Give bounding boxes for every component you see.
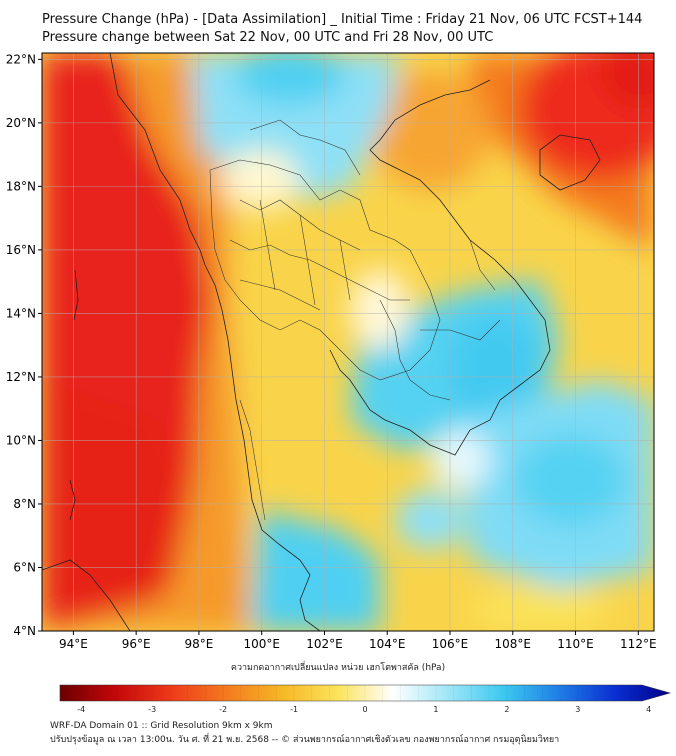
lon-label: 102°E [306,637,343,651]
map-frame [41,52,655,632]
colorbar-tick-label: -1 [290,705,298,714]
coastlines [42,53,601,631]
colorbar-tick-label: 2 [504,705,509,714]
lon-label: 100°E [243,637,280,651]
lat-label: 8°N [13,497,36,511]
province-borders [209,119,501,521]
map-subtitle: Pressure change between Sat 22 Nov, 00 U… [42,30,494,45]
colorbar-label: ความกดอากาศเปลี่ยนแปลง หน่วย เฮกโตพาสคัล… [230,663,446,673]
lat-label: 12°N [6,370,36,384]
colorbar-tick-label: 0 [362,705,367,714]
lon-label: 96°E [122,637,151,651]
lon-label: 94°E [59,637,88,651]
lat-label: 10°N [6,433,36,447]
longitude-axis: 94°E 96°E 98°E 100°E 102°E 104°E 106°E 108°E 110… [59,631,657,651]
colorbar-tick-label: 1 [433,705,438,714]
gulf-of-thailand-fall [250,510,380,631]
map-title: Pressure Change (hPa) - [Data Assimilati… [42,12,643,27]
lon-label: 108°E [495,637,532,651]
colorbar-tick-label: -2 [219,705,227,714]
colorbar-tick-label: 4 [646,705,651,714]
lat-label: 20°N [6,116,36,130]
lat-label: 16°N [6,243,36,257]
lon-label: 110°E [557,637,594,651]
lat-label: 6°N [13,560,36,574]
colorbar: -4 -3 -2 -1 0 1 2 3 4 [59,684,672,714]
lat-label: 22°N [6,52,36,66]
lon-label: 98°E [184,637,213,651]
colorbar-tick-label: -3 [148,705,156,714]
lon-label: 112°E [620,637,657,651]
pressure-field [42,53,654,631]
model-info: WRF-DA Domain 01 :: Grid Resolution 9km … [50,721,273,731]
lat-label: 18°N [6,179,36,193]
lon-label: 106°E [432,637,469,651]
lon-label: 104°E [369,637,406,651]
update-info: ปรับปรุงข้อมูล ณ เวลา 13:00น. วัน ศ. ที่… [50,735,560,745]
lat-label: 14°N [6,306,36,320]
colorbar-tick-label: 3 [575,705,580,714]
latitude-axis: 4°N 6°N 8°N 10°N 12°N 14°N 16°N 18°N 20°N 22°N [6,52,42,638]
lat-label: 4°N [13,624,36,638]
colorbar-tick-label: -4 [77,705,85,714]
graticule [42,53,654,631]
